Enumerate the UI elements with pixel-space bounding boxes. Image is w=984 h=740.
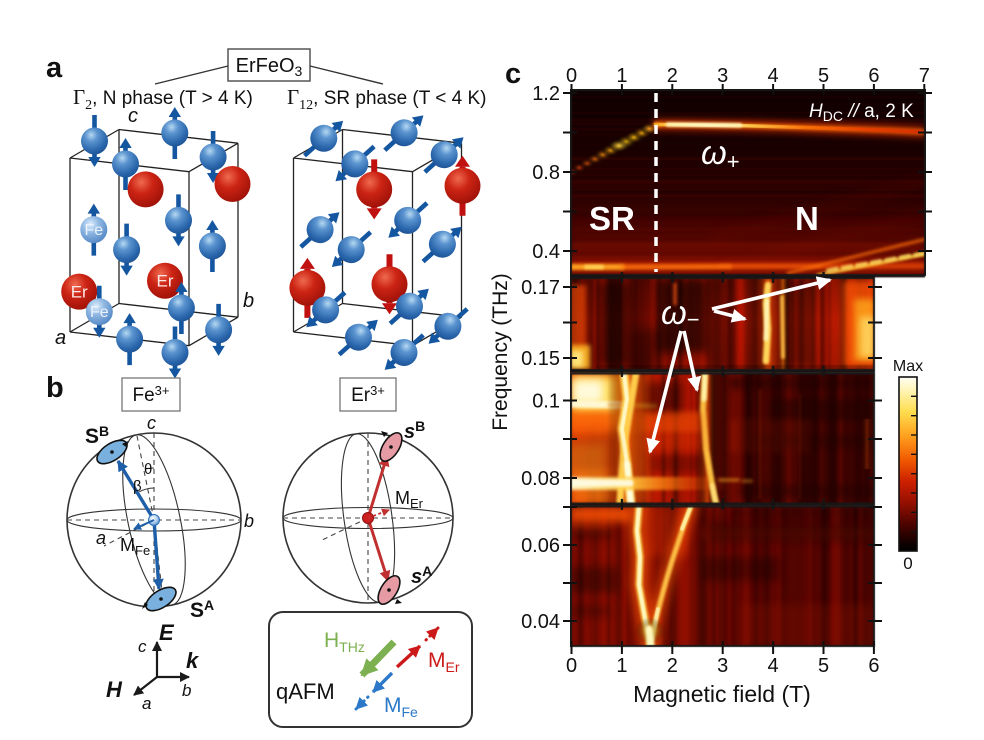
svg-text:0.17: 0.17 xyxy=(521,277,560,299)
svg-text:E: E xyxy=(159,620,175,645)
svg-text:Γ2, N phase (T > 4 K): Γ2, N phase (T > 4 K) xyxy=(73,85,253,113)
svg-text:b: b xyxy=(182,681,191,700)
svg-text:0: 0 xyxy=(566,65,577,87)
svg-text:Fe: Fe xyxy=(84,222,103,239)
svg-text:0: 0 xyxy=(566,655,577,677)
svg-text:0.06: 0.06 xyxy=(521,535,560,557)
svg-text:Γ12, SR phase (T < 4 K): Γ12, SR phase (T < 4 K) xyxy=(287,85,487,113)
svg-text:sA: sA xyxy=(411,563,432,588)
svg-text:0.1: 0.1 xyxy=(532,391,560,413)
svg-text:6: 6 xyxy=(868,65,879,87)
svg-text:3: 3 xyxy=(717,65,728,87)
svg-text:b: b xyxy=(244,511,254,531)
svg-text:6: 6 xyxy=(868,655,879,677)
svg-text:2: 2 xyxy=(667,65,678,87)
svg-text:0.08: 0.08 xyxy=(521,468,560,490)
svg-text:a: a xyxy=(55,327,66,349)
svg-text:a: a xyxy=(142,694,151,713)
svg-text:SB: SB xyxy=(85,423,109,448)
svg-text:a: a xyxy=(96,528,106,548)
svg-text:4: 4 xyxy=(768,655,779,677)
svg-text:0: 0 xyxy=(903,554,912,573)
svg-text:sB: sB xyxy=(404,418,425,443)
svg-text:SA: SA xyxy=(190,597,214,622)
svg-text:0.4: 0.4 xyxy=(532,241,560,263)
svg-text:MEr: MEr xyxy=(395,488,424,511)
svg-text:b: b xyxy=(243,290,254,312)
svg-text:MEr: MEr xyxy=(428,649,460,675)
svg-text:k: k xyxy=(186,648,200,673)
svg-text:3: 3 xyxy=(717,655,728,677)
svg-text:1: 1 xyxy=(616,65,627,87)
svg-text:1: 1 xyxy=(616,655,627,677)
svg-text:MFe: MFe xyxy=(120,535,150,558)
svg-text:qAFM: qAFM xyxy=(276,679,335,704)
svg-text:SR: SR xyxy=(589,200,635,237)
svg-text:ErFeO3: ErFeO3 xyxy=(236,55,303,79)
svg-text:0.15: 0.15 xyxy=(521,348,560,370)
svg-text:β: β xyxy=(133,478,142,495)
svg-text:2: 2 xyxy=(667,655,678,677)
svg-text:Er: Er xyxy=(71,283,88,302)
svg-text:ω−: ω− xyxy=(661,294,700,332)
svg-text:θ: θ xyxy=(144,461,152,478)
svg-text:Max: Max xyxy=(893,358,923,375)
svg-text:c: c xyxy=(147,413,156,433)
svg-text:H: H xyxy=(106,677,123,702)
svg-text:0.04: 0.04 xyxy=(521,611,560,633)
svg-text:1.2: 1.2 xyxy=(532,83,560,105)
svg-text:c: c xyxy=(505,58,521,90)
svg-text:Frequency (THz): Frequency (THz) xyxy=(489,273,512,431)
svg-text:0.8: 0.8 xyxy=(532,162,560,184)
svg-text:b: b xyxy=(46,372,64,404)
svg-text:7: 7 xyxy=(919,65,930,87)
svg-text:4: 4 xyxy=(768,65,779,87)
svg-text:HDC // a, 2 K: HDC // a, 2 K xyxy=(809,101,914,124)
svg-text:Fe: Fe xyxy=(90,304,109,321)
svg-text:ω+: ω+ xyxy=(701,134,740,174)
svg-text:5: 5 xyxy=(818,655,829,677)
svg-text:c: c xyxy=(128,105,138,127)
svg-text:Er: Er xyxy=(157,272,174,291)
svg-text:N: N xyxy=(795,200,819,237)
svg-text:5: 5 xyxy=(818,65,829,87)
svg-text:a: a xyxy=(46,52,63,84)
svg-text:Magnetic field (T): Magnetic field (T) xyxy=(633,681,811,707)
svg-text:c: c xyxy=(138,637,147,656)
